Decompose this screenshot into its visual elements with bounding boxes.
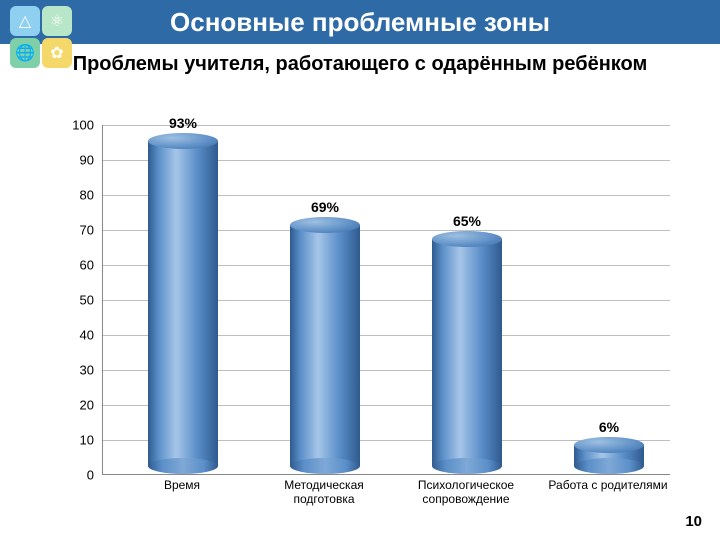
bar-value-label: 69% bbox=[290, 199, 360, 215]
x-axis-labels: Время Методическаяподготовка Психологическ… bbox=[102, 479, 670, 519]
bar-body bbox=[148, 141, 218, 467]
page-number: 10 bbox=[685, 513, 702, 530]
title-bar: Основные проблемные зоны bbox=[0, 0, 720, 44]
bar-top-cap bbox=[574, 437, 644, 453]
y-tick: 0 bbox=[87, 468, 94, 483]
bar: 93% bbox=[148, 141, 218, 475]
logo-tile: ✿ bbox=[42, 38, 72, 68]
x-label: Методическаяподготовка bbox=[259, 479, 389, 507]
logo-tile: 🌐 bbox=[10, 38, 40, 68]
y-tick: 40 bbox=[80, 328, 94, 343]
bar: 6% bbox=[574, 445, 644, 474]
bar-value-label: 6% bbox=[574, 419, 644, 435]
y-tick: 80 bbox=[80, 188, 94, 203]
bar-bottom-cap bbox=[148, 458, 218, 474]
y-tick: 70 bbox=[80, 223, 94, 238]
y-tick: 20 bbox=[80, 398, 94, 413]
x-label: Работа с родителями bbox=[543, 479, 673, 493]
x-label: Время bbox=[117, 479, 247, 493]
logo: △ ⚛ 🌐 ✿ bbox=[10, 6, 72, 68]
y-tick: 60 bbox=[80, 258, 94, 273]
y-tick: 100 bbox=[72, 118, 94, 133]
bar-value-label: 65% bbox=[432, 213, 502, 229]
bar-top-cap bbox=[148, 133, 218, 149]
bar-body bbox=[290, 225, 360, 467]
bar-top-cap bbox=[290, 217, 360, 233]
plot-area: 93% 69% 65% 6% bbox=[102, 125, 670, 475]
x-label: Психологическоесопровождение bbox=[401, 479, 531, 507]
bar-value-label: 93% bbox=[148, 115, 218, 131]
page-title: Основные проблемные зоны bbox=[170, 7, 550, 38]
y-tick: 90 bbox=[80, 153, 94, 168]
y-tick: 10 bbox=[80, 433, 94, 448]
logo-tile: △ bbox=[10, 6, 40, 36]
y-tick: 50 bbox=[80, 293, 94, 308]
chart: 0102030405060708090100 93%69%65%6% Время… bbox=[50, 125, 670, 505]
bar: 65% bbox=[432, 239, 502, 475]
bar-bottom-cap bbox=[574, 458, 644, 474]
y-tick: 30 bbox=[80, 363, 94, 378]
bar-bottom-cap bbox=[432, 458, 502, 474]
bar: 69% bbox=[290, 225, 360, 475]
bar-top-cap bbox=[432, 231, 502, 247]
y-axis: 0102030405060708090100 bbox=[50, 125, 102, 475]
bar-body bbox=[432, 239, 502, 467]
subtitle: Проблемы учителя, работающего с одарённы… bbox=[0, 52, 720, 76]
bar-bottom-cap bbox=[290, 458, 360, 474]
logo-tile: ⚛ bbox=[42, 6, 72, 36]
